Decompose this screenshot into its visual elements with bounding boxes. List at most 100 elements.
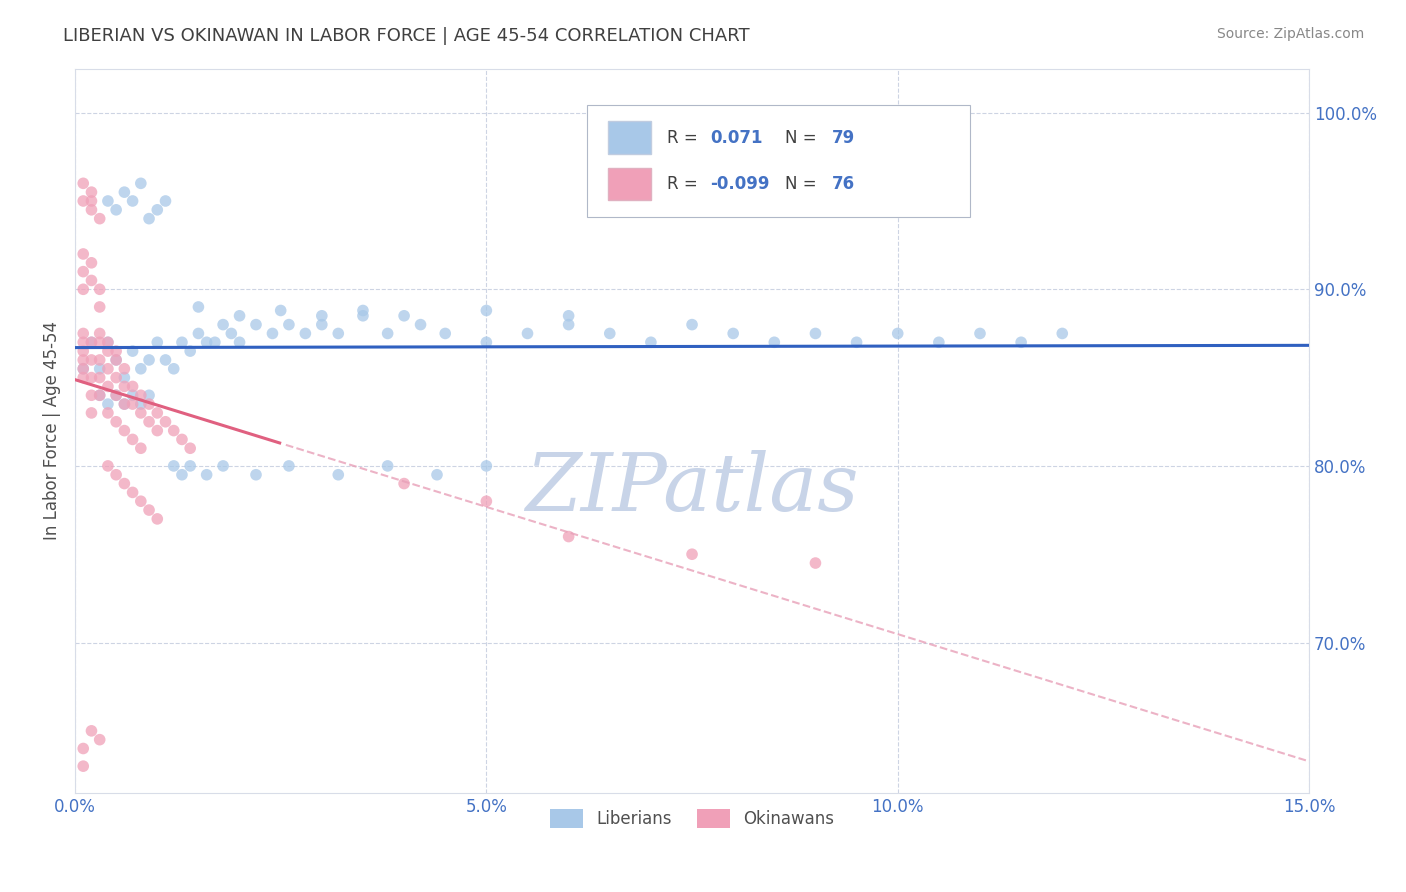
Point bbox=[245, 467, 267, 482]
Point bbox=[112, 424, 135, 438]
Point bbox=[228, 335, 250, 350]
Point bbox=[97, 361, 120, 376]
Point bbox=[392, 309, 415, 323]
Point bbox=[212, 318, 235, 332]
Point bbox=[80, 256, 103, 270]
Point bbox=[138, 415, 160, 429]
Point bbox=[804, 556, 827, 570]
Point bbox=[112, 370, 135, 384]
Point bbox=[138, 503, 160, 517]
Point bbox=[311, 318, 333, 332]
Text: N =: N = bbox=[785, 128, 817, 147]
Point bbox=[270, 303, 292, 318]
Point bbox=[138, 353, 160, 368]
Point bbox=[129, 494, 152, 508]
Point bbox=[105, 344, 128, 359]
Point bbox=[170, 433, 193, 447]
Point bbox=[138, 388, 160, 402]
Point bbox=[72, 741, 94, 756]
Point bbox=[245, 318, 267, 332]
Point bbox=[187, 326, 209, 341]
Point bbox=[204, 335, 226, 350]
Point bbox=[72, 759, 94, 773]
Point bbox=[179, 344, 201, 359]
Point bbox=[129, 361, 152, 376]
Point bbox=[80, 273, 103, 287]
Point bbox=[72, 353, 94, 368]
Point bbox=[112, 397, 135, 411]
Point bbox=[146, 202, 169, 217]
Legend: Liberians, Okinawans: Liberians, Okinawans bbox=[543, 803, 841, 835]
Point bbox=[277, 318, 299, 332]
Text: LIBERIAN VS OKINAWAN IN LABOR FORCE | AGE 45-54 CORRELATION CHART: LIBERIAN VS OKINAWAN IN LABOR FORCE | AG… bbox=[63, 27, 749, 45]
Point bbox=[89, 370, 111, 384]
Point bbox=[121, 485, 143, 500]
Point bbox=[681, 547, 703, 561]
Point bbox=[886, 326, 908, 341]
Point bbox=[80, 194, 103, 208]
Point bbox=[72, 361, 94, 376]
Point bbox=[195, 467, 218, 482]
Text: ZIPatlas: ZIPatlas bbox=[526, 450, 859, 527]
Point bbox=[426, 467, 449, 482]
Point bbox=[392, 476, 415, 491]
Point bbox=[377, 458, 399, 473]
Point bbox=[97, 335, 120, 350]
Point bbox=[516, 326, 538, 341]
Point bbox=[155, 415, 177, 429]
Point bbox=[804, 326, 827, 341]
Point bbox=[155, 194, 177, 208]
Point bbox=[72, 335, 94, 350]
Point bbox=[212, 458, 235, 473]
Point bbox=[105, 353, 128, 368]
Point bbox=[72, 177, 94, 191]
Point bbox=[121, 194, 143, 208]
Point bbox=[105, 202, 128, 217]
Point bbox=[72, 361, 94, 376]
Point bbox=[475, 494, 498, 508]
Point bbox=[640, 335, 662, 350]
Y-axis label: In Labor Force | Age 45-54: In Labor Force | Age 45-54 bbox=[44, 321, 60, 540]
Point bbox=[187, 300, 209, 314]
Point bbox=[80, 723, 103, 738]
Point bbox=[277, 458, 299, 473]
Point bbox=[89, 732, 111, 747]
Point bbox=[155, 353, 177, 368]
Point bbox=[80, 202, 103, 217]
Point bbox=[80, 185, 103, 199]
Text: -0.099: -0.099 bbox=[710, 175, 770, 193]
FancyBboxPatch shape bbox=[609, 168, 651, 200]
Point bbox=[112, 397, 135, 411]
Point bbox=[311, 309, 333, 323]
Point bbox=[179, 442, 201, 456]
Point bbox=[97, 406, 120, 420]
Point bbox=[80, 370, 103, 384]
Text: R =: R = bbox=[668, 128, 703, 147]
Point bbox=[72, 194, 94, 208]
Text: N =: N = bbox=[785, 175, 817, 193]
Point bbox=[721, 326, 744, 341]
Point bbox=[112, 185, 135, 199]
Point bbox=[377, 326, 399, 341]
Point bbox=[97, 344, 120, 359]
Text: 76: 76 bbox=[831, 175, 855, 193]
Point bbox=[138, 211, 160, 226]
Point bbox=[121, 379, 143, 393]
Point bbox=[129, 406, 152, 420]
Point bbox=[409, 318, 432, 332]
Point bbox=[121, 388, 143, 402]
Point bbox=[89, 335, 111, 350]
Point bbox=[89, 300, 111, 314]
Text: 79: 79 bbox=[831, 128, 855, 147]
Point bbox=[969, 326, 991, 341]
Point bbox=[89, 282, 111, 296]
Point bbox=[138, 397, 160, 411]
Point bbox=[121, 344, 143, 359]
Point bbox=[80, 353, 103, 368]
Point bbox=[89, 326, 111, 341]
Point bbox=[146, 335, 169, 350]
Point bbox=[557, 318, 579, 332]
Point bbox=[146, 424, 169, 438]
Point bbox=[97, 335, 120, 350]
Point bbox=[146, 406, 169, 420]
